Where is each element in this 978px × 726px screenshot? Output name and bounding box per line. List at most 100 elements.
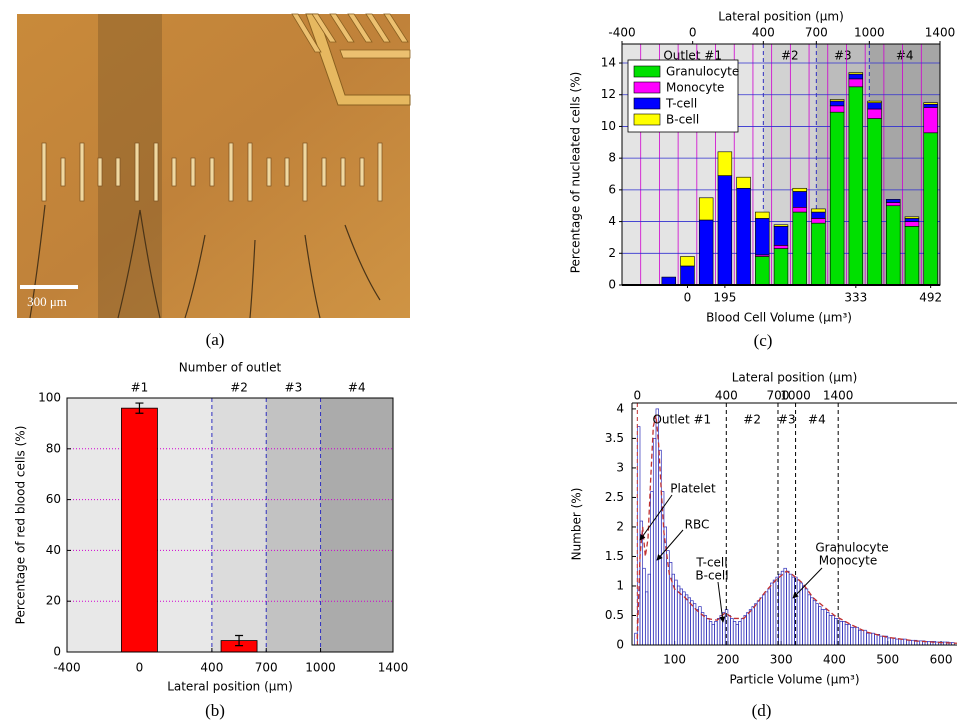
comb-finger: [329, 13, 355, 43]
x2-tick-label: 0: [689, 26, 697, 40]
histogram-bar: [858, 629, 862, 646]
x2-tick-label: -400: [608, 26, 635, 40]
histogram-bar: [826, 612, 830, 646]
legend-swatch: [633, 113, 661, 126]
channel-line: [304, 234, 321, 319]
bar-segment: [829, 111, 845, 286]
annotation-arrow: [639, 494, 673, 541]
electrode: [340, 157, 346, 187]
plot-frame: [621, 43, 941, 286]
histogram-bar: [831, 615, 835, 646]
y-tick-label: 20: [46, 594, 61, 608]
electrode: [97, 157, 103, 187]
channel-line: [29, 204, 46, 319]
bar-segment: [848, 78, 864, 88]
bar-segment: [698, 197, 714, 221]
annotation-arrow: [717, 581, 726, 623]
histogram-bar: [791, 576, 795, 646]
axes: [631, 402, 957, 646]
x-axis-label: Lateral position (μm): [167, 680, 293, 694]
histogram-bar: [770, 582, 774, 646]
zone: [320, 398, 393, 652]
histogram-bar: [780, 570, 785, 646]
histogram-bar: [882, 635, 886, 646]
legend-label: Granulocyte: [666, 65, 739, 79]
x-tick-label: 400: [823, 653, 846, 667]
bar-segment: [848, 73, 864, 80]
y-tick-label: 100: [38, 391, 61, 405]
histogram-bar: [874, 634, 878, 646]
histogram-bar: [868, 632, 873, 646]
histogram-bar: [767, 588, 771, 646]
panel-caption: (d): [752, 701, 772, 720]
zone: [211, 398, 267, 652]
channel-line: [139, 209, 161, 319]
bar-segment: [698, 219, 714, 286]
histogram-bar: [695, 609, 699, 646]
panel-caption: (a): [206, 330, 225, 349]
x-tick-label: 600: [930, 653, 953, 667]
electrode: [284, 157, 290, 187]
histogram-bar: [847, 623, 851, 646]
bar-segment: [773, 245, 789, 249]
histogram-bar: [679, 588, 683, 646]
bar-segment: [680, 256, 695, 267]
x-tick-label: 195: [713, 291, 736, 305]
histogram-bar: [818, 606, 822, 646]
histogram-bar: [644, 591, 649, 646]
histogram-bar: [852, 626, 857, 646]
electrode: [359, 157, 365, 187]
x-tick-label: 500: [876, 653, 899, 667]
zone: [763, 44, 817, 285]
x2-axis-label: Lateral position (μm): [732, 371, 858, 385]
x-tick-label: 1400: [378, 661, 409, 675]
panel-caption: (b): [205, 701, 225, 720]
bar-segment: [867, 102, 882, 110]
bar-segment: [792, 207, 807, 213]
histogram-bar: [706, 618, 710, 646]
x2-tick-label: 1400: [925, 26, 956, 40]
electrode: [209, 157, 215, 187]
electrode: [115, 157, 121, 187]
channel-line: [249, 239, 256, 319]
histogram-bar: [719, 615, 723, 646]
comb-finger: [291, 13, 322, 53]
x-tick-label: -400: [53, 661, 80, 675]
electrode: [266, 157, 272, 187]
histogram-bar: [756, 600, 761, 646]
histogram-bar: [727, 615, 731, 646]
legend-label: Monocyte: [666, 81, 724, 95]
histogram-bar: [722, 612, 726, 646]
histogram-bar: [898, 638, 902, 646]
y-tick-label: 1.5: [605, 549, 624, 563]
bar-segment: [755, 218, 770, 256]
zone-label: #2: [781, 49, 799, 63]
histogram-bar: [900, 638, 905, 646]
zone-label: #4: [348, 381, 366, 395]
zone-label: #4: [808, 413, 826, 427]
bar-segment: [904, 221, 920, 227]
bar-segment: [904, 226, 920, 286]
x-tick-label: 400: [200, 661, 223, 675]
histogram-bar: [815, 603, 819, 646]
histogram-bar: [647, 573, 651, 646]
histogram-bar: [850, 626, 854, 646]
histogram-bar: [823, 609, 827, 646]
histogram-bar: [708, 621, 713, 646]
annotation: B-cell: [695, 569, 728, 583]
histogram-bar: [746, 612, 750, 646]
histogram-bar: [762, 594, 766, 646]
annotation: Granulocyte: [815, 541, 888, 555]
channel-line: [117, 209, 141, 319]
histogram-bar: [740, 618, 745, 646]
y-tick-label: 4: [608, 214, 616, 228]
histogram-bar: [804, 588, 809, 646]
y-axis-label: Percentage of nucleated cells (%): [569, 72, 583, 274]
zone-label: Outlet #1: [652, 413, 711, 427]
bar-segment: [867, 118, 882, 286]
electrode: [153, 142, 159, 202]
histogram-bar: [890, 637, 894, 646]
x-tick-label: 0: [684, 291, 692, 305]
histogram-bar: [772, 579, 777, 646]
